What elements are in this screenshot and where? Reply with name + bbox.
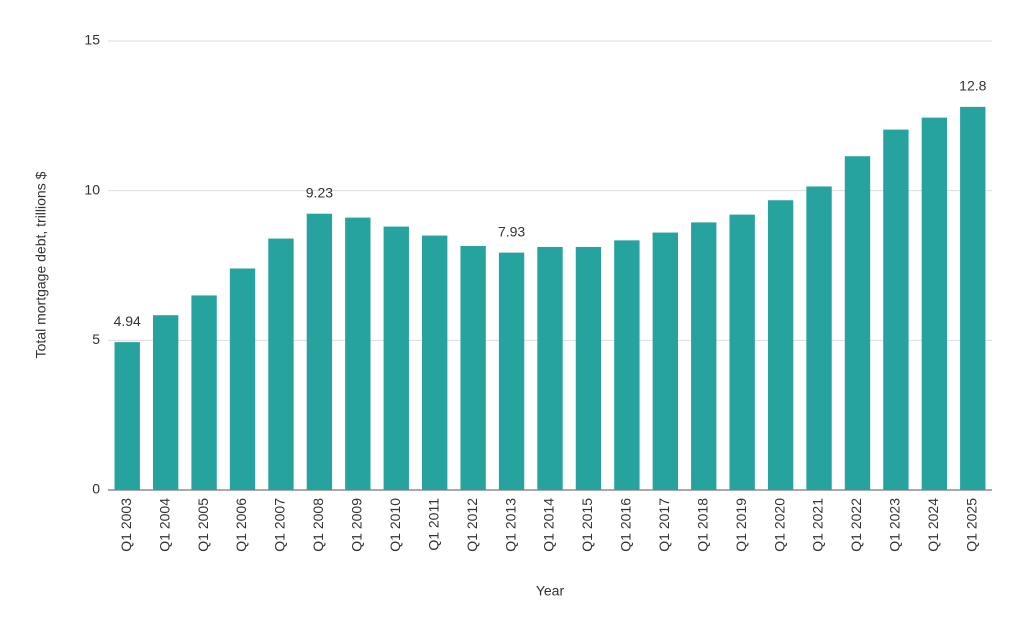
x-tick-label: Q1 2012 <box>464 498 480 552</box>
x-tick-label: Q1 2019 <box>733 498 749 552</box>
x-tick-label: Q1 2018 <box>694 498 710 552</box>
x-tick-label: Q1 2014 <box>541 498 557 552</box>
x-tick-label: Q1 2017 <box>656 498 672 552</box>
x-tick-label: Q1 2008 <box>310 498 326 552</box>
x-tick-label: Q1 2004 <box>156 498 172 552</box>
bar <box>498 252 525 490</box>
bar <box>806 186 832 490</box>
bar <box>844 156 871 490</box>
x-axis-title: Year <box>536 583 565 599</box>
x-tick-label: Q1 2005 <box>195 498 211 552</box>
x-tick-label: Q1 2023 <box>887 498 903 552</box>
x-tick-label: Q1 2015 <box>579 498 595 552</box>
bar <box>960 106 986 490</box>
bar <box>268 238 294 490</box>
bar <box>460 246 486 490</box>
x-tick-label: Q1 2006 <box>233 498 249 552</box>
data-label: 4.94 <box>114 313 141 329</box>
bar <box>614 240 640 490</box>
bar <box>652 232 678 490</box>
bar <box>114 342 140 490</box>
x-tick-label: Q1 2003 <box>118 498 134 552</box>
bar <box>575 246 602 490</box>
bar <box>383 226 409 490</box>
y-axis-title: Total mortgage debt, trillions $ <box>33 171 49 358</box>
bar <box>345 217 371 490</box>
x-tick-label: Q1 2010 <box>387 498 403 552</box>
x-tick-label: Q1 2025 <box>963 498 979 552</box>
x-tick-label: Q1 2022 <box>848 498 864 552</box>
bar <box>152 315 179 490</box>
x-tick-label: Q1 2024 <box>925 498 941 552</box>
x-tick-label: Q1 2009 <box>349 498 365 552</box>
bar <box>229 268 256 490</box>
y-tick-label: 15 <box>84 32 100 48</box>
bar <box>691 222 717 490</box>
bar <box>537 246 563 490</box>
bar <box>921 117 948 490</box>
y-tick-label: 10 <box>84 181 100 197</box>
x-tick-label: Q1 2021 <box>810 498 826 552</box>
x-tick-label: Q1 2016 <box>618 498 634 552</box>
bar <box>191 295 217 490</box>
bar <box>883 129 909 490</box>
x-tick-label: Q1 2011 <box>425 498 441 551</box>
data-label: 7.93 <box>498 223 525 239</box>
bar <box>422 235 448 490</box>
bar <box>306 213 333 490</box>
data-label: 12.8 <box>959 78 986 94</box>
y-tick-label: 5 <box>92 331 100 347</box>
bar <box>729 214 755 490</box>
data-label: 9.23 <box>306 184 333 200</box>
bar <box>767 200 794 490</box>
y-tick-label: 0 <box>92 481 100 497</box>
x-tick-label: Q1 2007 <box>272 498 288 552</box>
x-tick-label: Q1 2020 <box>771 498 787 552</box>
x-tick-label: Q1 2013 <box>502 498 518 552</box>
